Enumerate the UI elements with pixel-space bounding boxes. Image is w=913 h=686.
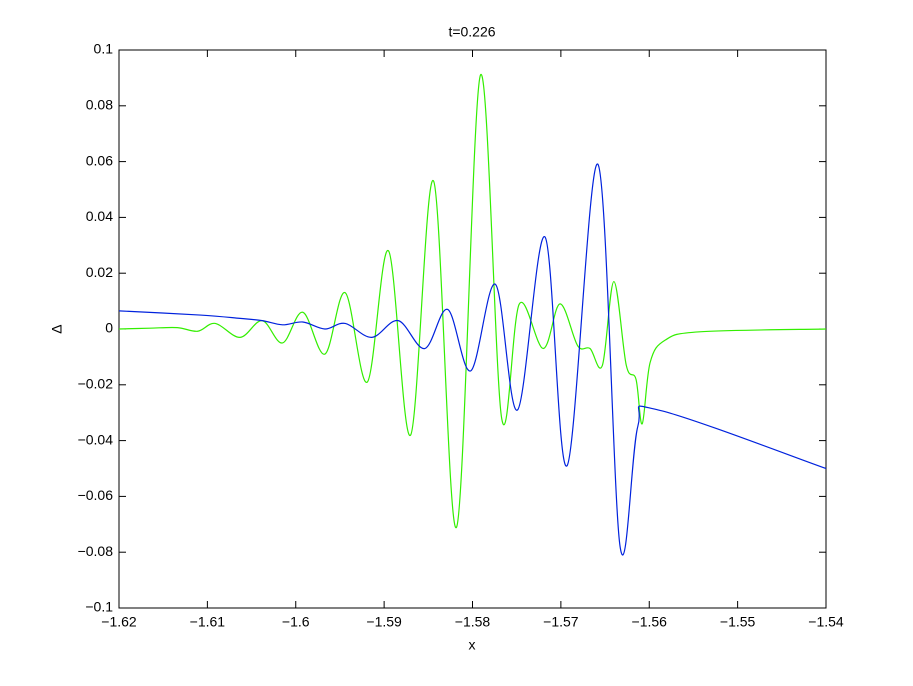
x-tick-label: −1.59: [366, 614, 402, 630]
x-tick-label: −1.57: [543, 614, 579, 630]
y-tick-label: 0: [105, 320, 113, 336]
x-axis-label: x: [469, 637, 476, 653]
chart-title: t=0.226: [448, 24, 495, 40]
x-tick-label: −1.56: [632, 614, 668, 630]
y-tick-label: 0.1: [94, 41, 114, 57]
y-tick-label: 0.06: [86, 152, 113, 168]
y-tick-label: 0.08: [86, 97, 113, 113]
y-axis-label: Δ: [49, 324, 65, 333]
x-tick-label: −1.61: [190, 614, 226, 630]
x-tick-label: −1.6: [282, 614, 310, 630]
y-tick-label: −0.1: [85, 599, 113, 615]
data-line: [118, 74, 827, 528]
plot-box: [118, 49, 827, 609]
y-tick-label: −0.08: [78, 543, 114, 559]
x-tick-label: −1.54: [808, 614, 844, 630]
data-line: [118, 163, 827, 556]
x-tick-label: −1.55: [720, 614, 756, 630]
x-tick-label: −1.62: [101, 614, 137, 630]
y-tick-label: −0.04: [78, 431, 114, 447]
y-tick-label: 0.02: [86, 264, 113, 280]
y-tick-label: 0.04: [86, 208, 113, 224]
x-tick-label: −1.58: [455, 614, 491, 630]
y-tick-label: −0.02: [78, 376, 114, 392]
y-tick-label: −0.06: [78, 487, 114, 503]
